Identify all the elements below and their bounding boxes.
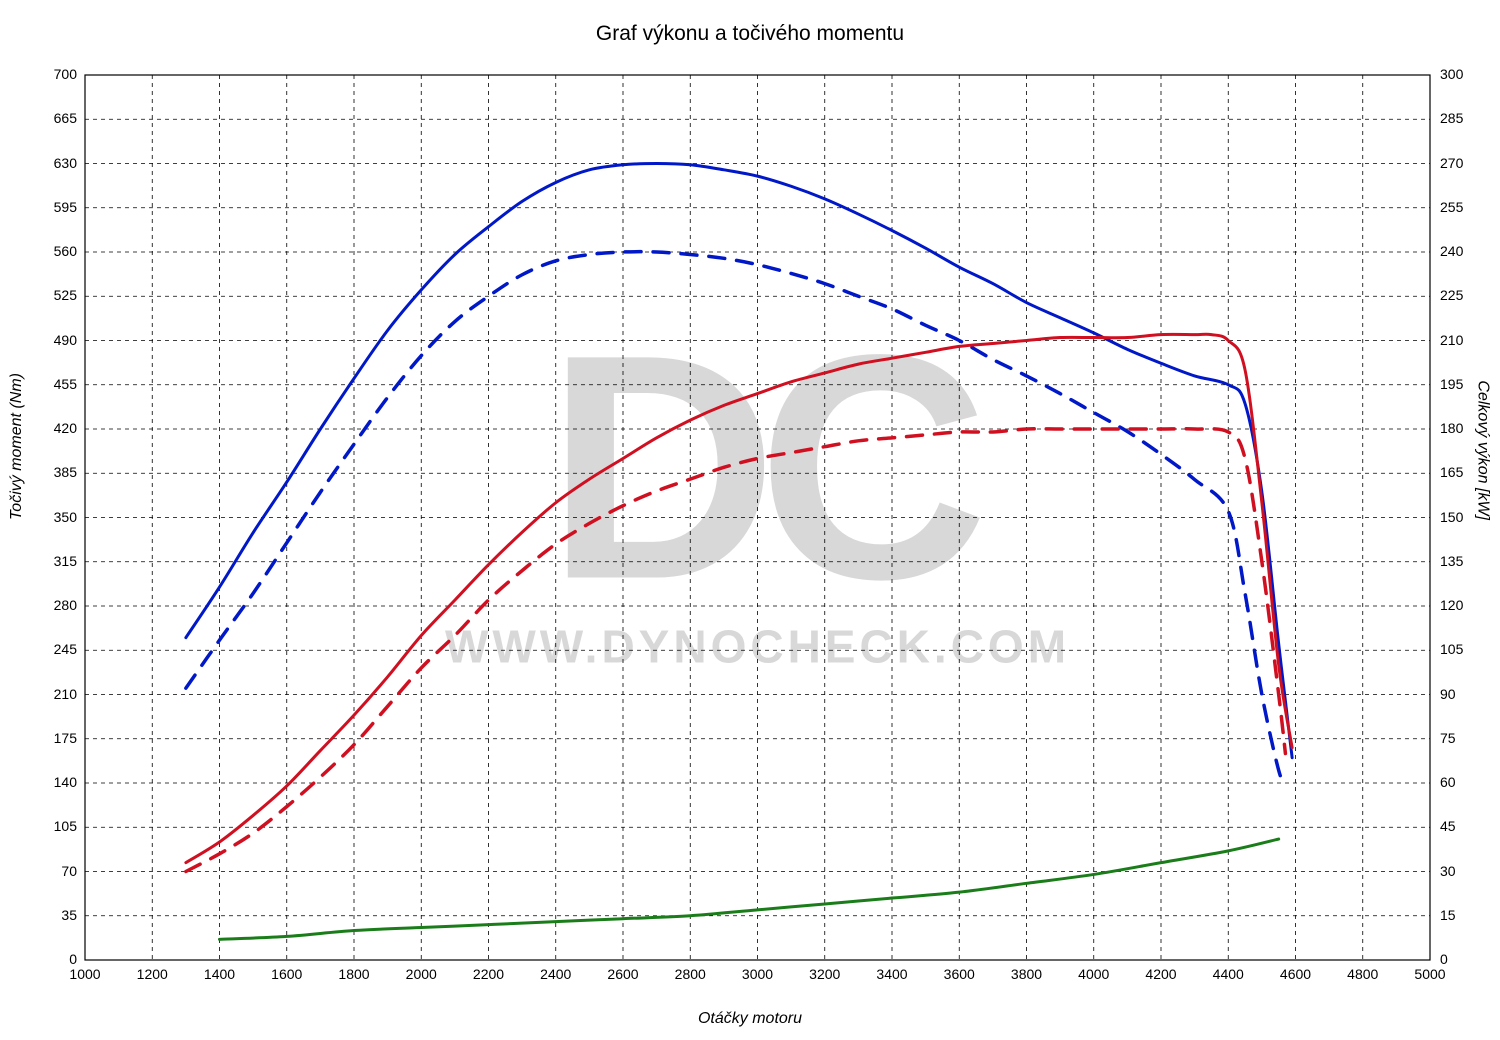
y-left-tick: 420 — [29, 420, 77, 436]
x-tick: 4800 — [1338, 966, 1388, 982]
y-left-tick: 630 — [29, 155, 77, 171]
y-left-tick: 0 — [29, 951, 77, 967]
y-right-tick: 135 — [1440, 553, 1488, 569]
y-right-tick: 225 — [1440, 287, 1488, 303]
x-tick: 4200 — [1136, 966, 1186, 982]
y-right-tick: 165 — [1440, 464, 1488, 480]
y-left-tick: 70 — [29, 863, 77, 879]
x-tick: 4000 — [1069, 966, 1119, 982]
y-right-tick: 210 — [1440, 332, 1488, 348]
y-left-tick: 35 — [29, 907, 77, 923]
y-left-tick: 665 — [29, 110, 77, 126]
x-tick: 5000 — [1405, 966, 1455, 982]
y-right-tick: 300 — [1440, 66, 1488, 82]
y-left-tick: 210 — [29, 686, 77, 702]
y-right-tick: 105 — [1440, 641, 1488, 657]
y-left-tick: 315 — [29, 553, 77, 569]
x-tick: 1200 — [127, 966, 177, 982]
y-left-tick: 560 — [29, 243, 77, 259]
y-right-tick: 255 — [1440, 199, 1488, 215]
y-left-tick: 525 — [29, 287, 77, 303]
y-left-tick: 350 — [29, 509, 77, 525]
y-right-tick: 150 — [1440, 509, 1488, 525]
x-tick: 3600 — [934, 966, 984, 982]
y-right-tick: 180 — [1440, 420, 1488, 436]
series-loss_green — [220, 839, 1279, 939]
x-tick: 1400 — [195, 966, 245, 982]
x-tick: 1800 — [329, 966, 379, 982]
x-tick: 2200 — [464, 966, 514, 982]
x-tick: 2600 — [598, 966, 648, 982]
y-left-tick: 490 — [29, 332, 77, 348]
x-tick: 4600 — [1271, 966, 1321, 982]
x-tick: 2400 — [531, 966, 581, 982]
y-left-tick: 140 — [29, 774, 77, 790]
y-left-tick: 385 — [29, 464, 77, 480]
y-left-tick: 245 — [29, 641, 77, 657]
y-left-tick: 595 — [29, 199, 77, 215]
y-right-tick: 90 — [1440, 686, 1488, 702]
x-tick: 3200 — [800, 966, 850, 982]
y-right-tick: 270 — [1440, 155, 1488, 171]
y-left-tick: 700 — [29, 66, 77, 82]
x-tick: 1000 — [60, 966, 110, 982]
y-right-tick: 45 — [1440, 818, 1488, 834]
y-right-tick: 0 — [1440, 951, 1488, 967]
y-right-tick: 30 — [1440, 863, 1488, 879]
y-right-tick: 195 — [1440, 376, 1488, 392]
x-tick: 3400 — [867, 966, 917, 982]
x-tick: 1600 — [262, 966, 312, 982]
y-right-tick: 285 — [1440, 110, 1488, 126]
x-tick: 2000 — [396, 966, 446, 982]
y-left-tick: 105 — [29, 818, 77, 834]
dyno-chart: DCWWW.DYNOCHECK.COM — [0, 0, 1500, 1040]
y-right-tick: 120 — [1440, 597, 1488, 613]
y-left-tick: 175 — [29, 730, 77, 746]
x-tick: 3000 — [733, 966, 783, 982]
y-left-tick: 280 — [29, 597, 77, 613]
grid — [85, 75, 1430, 960]
x-tick: 4400 — [1203, 966, 1253, 982]
x-tick: 3800 — [1002, 966, 1052, 982]
y-right-tick: 15 — [1440, 907, 1488, 923]
x-tick: 2800 — [665, 966, 715, 982]
y-left-tick: 455 — [29, 376, 77, 392]
y-right-tick: 60 — [1440, 774, 1488, 790]
y-right-tick: 75 — [1440, 730, 1488, 746]
y-right-tick: 240 — [1440, 243, 1488, 259]
